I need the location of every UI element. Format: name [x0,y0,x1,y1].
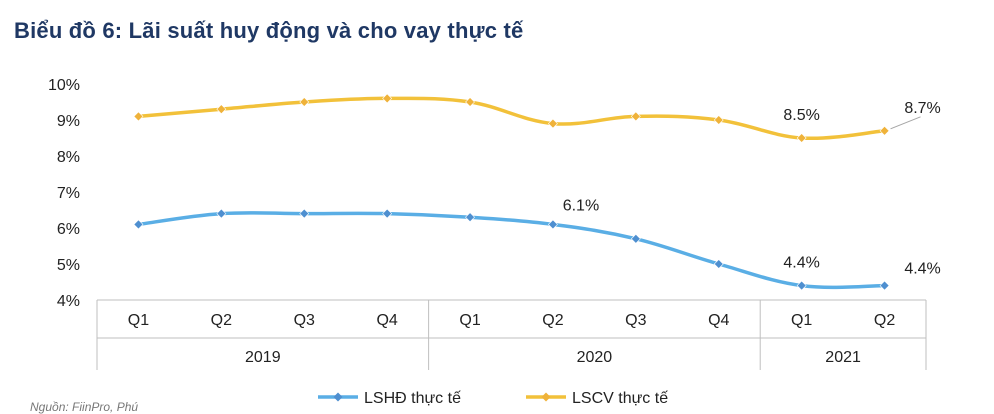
data-point-marker [796,280,807,291]
data-labels: 6.1% 4.4% 4.4% 8.5% 8.7% [563,100,941,278]
year-group-label: 2021 [825,349,861,366]
series-line-0 [138,210,885,290]
x-tick-label: Q3 [294,312,315,329]
data-point-marker [382,208,393,219]
x-tick-label: Q2 [211,312,232,329]
y-tick-label: 4% [57,293,80,310]
data-point-marker [548,219,558,230]
data-point-marker [630,111,641,122]
x-tick-label: Q1 [791,312,812,329]
data-point-marker [465,97,475,107]
data-label: 4.4% [783,255,819,272]
data-label: 4.4% [904,261,940,278]
x-tick-label: Q1 [128,312,149,329]
data-point-marker [299,97,310,107]
data-point-marker [713,259,724,269]
data-point-marker [630,233,641,244]
y-tick-label: 8% [57,149,80,166]
y-tick-label: 9% [57,113,80,130]
legend-label: LSHĐ thực tế [364,390,461,407]
series-layer [133,93,890,291]
year-group-label: 2019 [245,349,281,366]
label-leader-line [890,116,921,130]
y-tick-label: 10% [48,77,80,94]
data-label: 6.1% [563,197,599,214]
y-tick-label: 7% [57,185,80,202]
data-point-marker [713,115,724,125]
x-tick-label: Q2 [542,312,563,329]
data-point-marker [216,208,227,219]
data-label: 8.7% [904,100,940,117]
data-point-marker [879,280,890,291]
chart-title: Biểu đồ 6: Lãi suất huy động và cho vay … [14,18,524,43]
data-point-marker [879,125,890,136]
x-tick-label: Q3 [625,312,646,329]
legend-label: LSCV thực tế [572,390,668,407]
data-point-marker [465,212,475,223]
data-point-marker [299,208,310,219]
data-point-marker [796,133,807,143]
data-label: 8.5% [783,107,819,124]
y-tick-labels: 4% 5% 6% 7% 8% 9% 10% [48,77,80,310]
axis-layer [96,299,927,370]
x-tick-label: Q4 [376,312,397,329]
x-tick-label: Q2 [874,312,895,329]
series-line-1 [138,96,885,141]
y-tick-label: 6% [57,221,80,238]
year-group-label: 2020 [577,349,613,366]
legend-swatch-marker [541,392,551,402]
x-tick-label: Q1 [459,312,480,329]
legend: LSHĐ thực tế LSCV thực tế [318,390,668,407]
data-point-marker [133,111,144,122]
x-tick-labels: Q1 Q2 Q3 Q4 Q1 Q2 Q3 Q4 Q1 Q2 2019 2020 2021 [128,312,896,366]
data-point-marker [216,104,227,115]
data-point-marker [133,219,144,230]
data-point-marker [382,93,393,104]
y-tick-label: 5% [57,257,80,274]
legend-swatch-marker [333,392,343,402]
source-note: Nguồn: FiinPro, Phú [30,400,139,414]
x-tick-label: Q4 [708,312,729,329]
data-point-marker [548,118,558,129]
